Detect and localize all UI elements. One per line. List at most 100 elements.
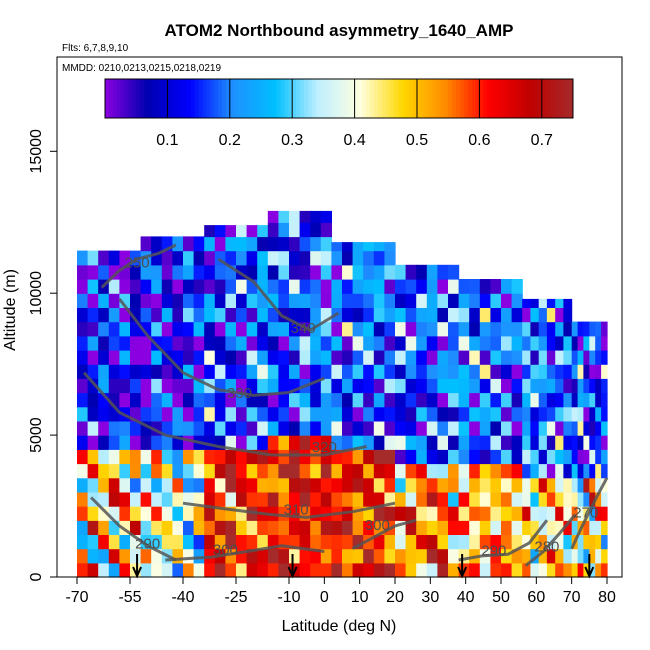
heat-cell (511, 392, 523, 408)
heat-cell (458, 364, 470, 379)
heat-cell (437, 350, 449, 365)
heat-cell (426, 293, 438, 308)
colorbar-swatch (257, 79, 262, 118)
heat-cell (595, 378, 602, 394)
heat-cell (571, 378, 579, 394)
heat-cell (384, 449, 396, 465)
heat-cell (257, 293, 269, 308)
heat-cell (193, 378, 205, 394)
colorbar-swatch (253, 79, 258, 118)
heat-cell (595, 463, 602, 479)
heat-cell (577, 463, 585, 479)
colorbar-swatch (389, 79, 395, 118)
heat-cell (426, 392, 438, 408)
heat-cell (214, 491, 226, 507)
colorbar-swatch (444, 79, 449, 118)
heat-cell (331, 250, 343, 266)
heat-cell (246, 350, 258, 365)
heat-cell (236, 307, 248, 323)
heat-cell (204, 321, 216, 337)
heat-cell (331, 562, 343, 578)
heat-cell (458, 406, 470, 422)
heat-cell (246, 293, 258, 308)
heat-cell (289, 307, 301, 323)
heat-cell (479, 392, 491, 408)
heat-cell (119, 392, 131, 408)
heat-cell (384, 463, 396, 479)
heat-cell (522, 406, 531, 422)
heat-cell (538, 350, 548, 365)
heat-cell (426, 534, 438, 550)
heat-cell (601, 548, 608, 564)
heat-cell (577, 477, 585, 493)
heat-cell (151, 506, 163, 521)
heat-cell (246, 307, 258, 323)
colorbar-swatch (385, 79, 391, 118)
heat-cell (108, 463, 120, 479)
heat-cell (546, 477, 556, 493)
heat-cell (193, 406, 205, 422)
heat-cell (384, 307, 396, 323)
heat-cell (352, 406, 364, 422)
heat-cell (257, 463, 269, 479)
heat-cell (563, 463, 573, 479)
heat-cell (373, 406, 385, 422)
heat-cell (601, 406, 608, 422)
heat-cell (501, 364, 513, 379)
heat-cell (214, 350, 226, 365)
heat-cell (299, 534, 311, 550)
heat-cell (267, 264, 279, 280)
heat-cell (130, 449, 142, 465)
heat-cell (458, 548, 470, 564)
heat-cell (214, 250, 226, 266)
heat-cell (130, 279, 142, 294)
heat-cell (479, 420, 491, 436)
heat-cell (310, 548, 322, 564)
heat-cell (373, 364, 385, 379)
heat-cell (563, 378, 573, 394)
heat-cell (342, 242, 354, 252)
heat-cell (405, 350, 417, 365)
colorbar-swatch (241, 79, 246, 118)
heat-cell (363, 307, 375, 323)
heat-cell (490, 350, 502, 365)
heat-cell (77, 406, 89, 422)
colorbar-swatch (354, 79, 359, 118)
colorbar-swatch (319, 79, 324, 118)
heat-cell (204, 264, 216, 280)
colorbar-swatch (413, 79, 418, 118)
heat-cell (601, 350, 608, 365)
contour-line (100, 243, 177, 289)
heat-cell (577, 548, 585, 564)
heat-cell (310, 350, 322, 365)
heat-cell (352, 491, 364, 507)
heat-cell (119, 520, 131, 535)
heat-cell (246, 491, 258, 507)
heat-cell (87, 250, 99, 266)
heat-cell (183, 378, 195, 394)
heat-cell (77, 335, 89, 351)
x-tick-label: -70 (65, 589, 88, 606)
heat-cell (183, 548, 195, 564)
heat-cell (571, 463, 579, 479)
heat-cell (479, 350, 491, 365)
heat-cell (278, 335, 290, 351)
heat-cell (320, 406, 332, 422)
heat-cell (183, 477, 195, 493)
heat-cell (108, 335, 120, 351)
heat-cell (479, 335, 491, 351)
colorbar-swatch (284, 79, 289, 118)
heat-cell (538, 491, 548, 507)
heat-cell (538, 463, 548, 479)
heat-cell (511, 335, 523, 351)
colorbar-swatch (471, 79, 476, 118)
heat-cell (469, 534, 481, 550)
colorbar-swatch (526, 79, 531, 118)
heat-cell (98, 548, 110, 564)
heat-cell (589, 520, 596, 535)
colorbar-swatch (214, 79, 219, 118)
heat-cell (501, 463, 513, 479)
heat-cell (289, 506, 301, 521)
heat-cell (469, 335, 481, 351)
heat-cell (87, 449, 99, 465)
